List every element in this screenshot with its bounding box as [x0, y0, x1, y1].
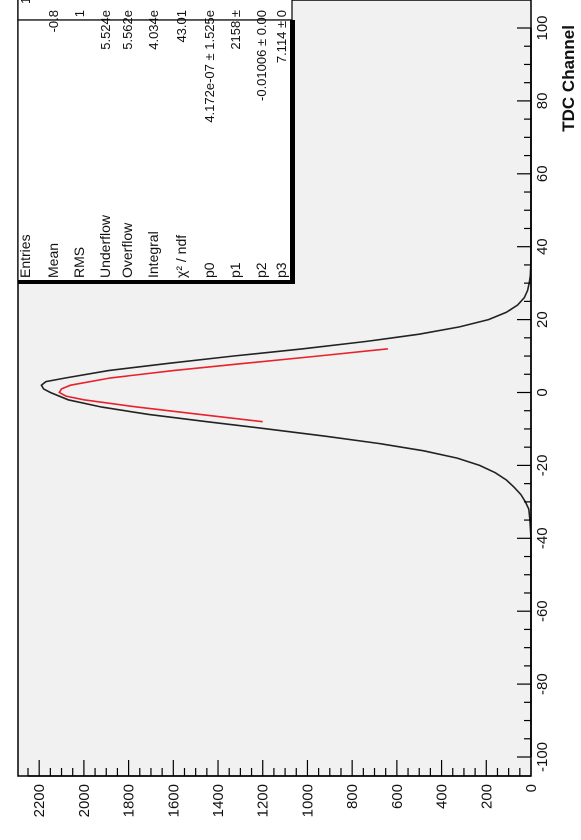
stats-box-shadow-bottom: [18, 280, 295, 284]
stats-box-shadow-right: [290, 20, 295, 284]
y-tick-label: 2000: [76, 784, 93, 817]
y-tick-label: 600: [389, 784, 406, 809]
y-tick-label: 1400: [210, 784, 227, 817]
stats-row-value: 4.172e-07 ± 1.525e: [202, 10, 217, 123]
fit-line: [58, 348, 388, 423]
stats-row-label: Overflow: [119, 222, 135, 278]
stats-row-value: 1: [72, 10, 87, 17]
y-tick-label: 1000: [299, 784, 316, 817]
stats-row-label: p0: [201, 262, 217, 278]
stats-row-label: Underflow: [97, 214, 113, 278]
stats-row-label: RMS: [71, 247, 87, 278]
stats-row-label: Entries: [17, 234, 33, 278]
stats-row-value: 5.562e: [120, 10, 135, 50]
x-tick-label: 0: [534, 388, 551, 396]
stats-row-value: 5.524e: [98, 10, 113, 50]
x-tick-label: 40: [534, 238, 551, 255]
x-tick-label: -80: [534, 673, 551, 695]
y-axis: 0 200 400 600 800 1000 1200 1400 1600 1800 2000 220…: [27, 760, 540, 817]
y-tick-label: 200: [478, 784, 495, 809]
y-tick-label: 400: [434, 784, 451, 809]
x-tick-label: -60: [534, 600, 551, 622]
stats-box-body: [17, 19, 293, 283]
y-tick-label: 2200: [31, 784, 48, 817]
stats-row-label: χ² / ndf: [173, 235, 189, 278]
stats-box: 13 Entries Mean -0.8 RMS 1 Underflow 5.524e Over…: [17, 0, 295, 284]
y-tick-label: 1600: [165, 784, 182, 817]
x-tick-label: 20: [534, 311, 551, 328]
stats-row-label: Integral: [145, 231, 161, 278]
x-tick-label: 60: [534, 165, 551, 182]
y-tick-label: 800: [344, 784, 361, 809]
x-tick-label: -40: [534, 527, 551, 549]
stats-row-value: -0.01006 ± 0.00: [254, 10, 269, 101]
stats-row-label: p1: [227, 262, 243, 278]
histogram-line: [40, 28, 532, 757]
stats-row-label: p3: [273, 262, 289, 278]
stats-row-value: 7.114 ± 0: [274, 10, 289, 63]
stats-top-value: 13: [18, 0, 33, 4]
stats-row-value: 4.034e: [146, 10, 161, 50]
stats-row-label: p2: [253, 262, 269, 278]
x-tick-label: 100: [534, 15, 551, 40]
x-axis: -100 -80 -60 -40 -20 0 20 40 60 80 100 TDC Channel: [517, 15, 578, 772]
x-tick-label: 80: [534, 93, 551, 110]
x-tick-label: -100: [534, 742, 551, 772]
y-tick-label: 1800: [121, 784, 138, 817]
stats-row-value: -0.8: [46, 10, 61, 32]
stats-row-value: 2158 ±: [228, 10, 243, 50]
y-tick-label: 0: [523, 784, 540, 792]
x-axis-title: TDC Channel: [559, 25, 578, 132]
y-tick-label: 1200: [255, 784, 272, 817]
stats-row-value: 43.01: [174, 10, 189, 43]
fit-curve-series: [58, 348, 388, 423]
stats-row-label: Mean: [45, 243, 61, 278]
x-tick-label: -20: [534, 455, 551, 477]
histogram-series: [40, 28, 532, 757]
